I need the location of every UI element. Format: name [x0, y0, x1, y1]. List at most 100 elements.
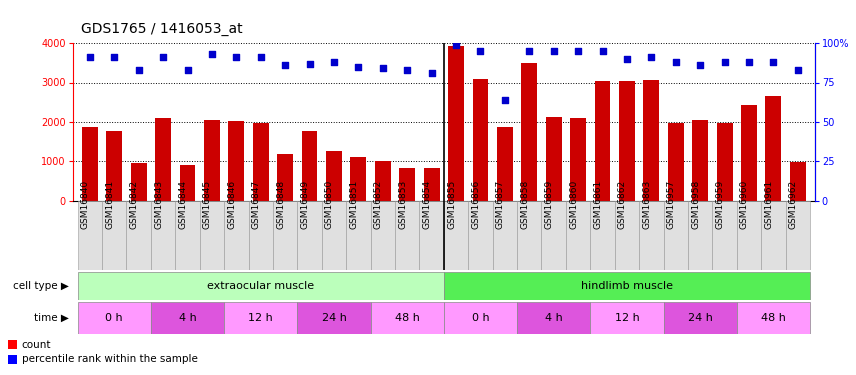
Bar — [716, 123, 733, 201]
Bar — [322, 201, 346, 270]
Point — [205, 51, 219, 57]
Bar — [204, 120, 220, 201]
Point — [229, 54, 243, 60]
Text: GSM16848: GSM16848 — [276, 180, 285, 229]
Bar — [297, 201, 322, 270]
Bar — [326, 152, 342, 201]
Point — [352, 64, 366, 70]
Bar — [151, 201, 175, 270]
Text: GSM16863: GSM16863 — [642, 180, 651, 229]
Text: GSM16858: GSM16858 — [520, 180, 529, 229]
Text: 48 h: 48 h — [395, 313, 419, 323]
Bar — [595, 81, 610, 201]
Text: GSM16860: GSM16860 — [569, 180, 578, 229]
Bar — [688, 201, 712, 270]
Text: GSM16850: GSM16850 — [325, 180, 334, 229]
Point — [791, 67, 805, 73]
Text: time ▶: time ▶ — [33, 313, 68, 323]
Text: GSM16843: GSM16843 — [154, 180, 163, 229]
Bar — [443, 302, 517, 334]
Text: GSM16846: GSM16846 — [228, 180, 236, 229]
Point — [473, 48, 487, 54]
Text: GSM16844: GSM16844 — [179, 180, 187, 229]
Text: GSM16841: GSM16841 — [105, 180, 114, 229]
Bar — [570, 118, 586, 201]
Point — [157, 54, 170, 60]
Text: GSM16845: GSM16845 — [203, 180, 212, 229]
Bar — [737, 201, 761, 270]
Point — [596, 48, 609, 54]
Point — [620, 56, 633, 62]
Point — [107, 54, 121, 60]
Bar — [106, 131, 122, 201]
Bar — [180, 165, 195, 201]
Text: GSM16959: GSM16959 — [716, 180, 724, 229]
Bar — [127, 201, 151, 270]
Bar — [712, 201, 737, 270]
Bar — [663, 302, 737, 334]
Bar — [151, 302, 224, 334]
Text: GSM16852: GSM16852 — [374, 180, 383, 229]
Bar — [542, 201, 566, 270]
Text: GSM16957: GSM16957 — [667, 180, 675, 229]
Point — [742, 59, 756, 65]
Bar — [9, 340, 16, 349]
Text: GSM16842: GSM16842 — [129, 180, 139, 229]
Bar — [131, 163, 146, 201]
Text: extraocular muscle: extraocular muscle — [207, 281, 314, 291]
Point — [767, 59, 781, 65]
Bar — [375, 161, 390, 201]
Point — [327, 59, 341, 65]
Bar — [473, 79, 489, 201]
Bar — [199, 201, 224, 270]
Bar — [248, 201, 273, 270]
Point — [132, 67, 146, 73]
Bar — [419, 201, 443, 270]
Bar — [155, 118, 171, 201]
Bar — [639, 201, 663, 270]
Text: GSM16859: GSM16859 — [544, 180, 554, 229]
Bar — [175, 201, 199, 270]
Bar — [663, 201, 688, 270]
Bar — [591, 302, 663, 334]
Text: GSM16961: GSM16961 — [764, 180, 774, 229]
Bar — [224, 201, 248, 270]
Bar — [229, 121, 244, 201]
Bar — [297, 302, 371, 334]
Point — [449, 42, 463, 48]
Bar — [497, 127, 513, 201]
Point — [181, 67, 194, 73]
Bar — [277, 154, 293, 201]
Bar — [371, 302, 443, 334]
Text: GSM16853: GSM16853 — [398, 180, 407, 229]
Bar — [521, 63, 538, 201]
Point — [547, 48, 561, 54]
Point — [669, 59, 682, 65]
Bar — [301, 131, 318, 201]
Bar — [9, 355, 16, 364]
Text: GSM16960: GSM16960 — [740, 180, 749, 229]
Bar — [371, 201, 395, 270]
Bar — [82, 127, 98, 201]
Text: 4 h: 4 h — [544, 313, 562, 323]
Text: count: count — [21, 339, 51, 350]
Bar — [448, 46, 464, 201]
Text: 12 h: 12 h — [615, 313, 639, 323]
Text: GSM16854: GSM16854 — [423, 180, 431, 229]
Point — [303, 61, 317, 67]
Text: GDS1765 / 1416053_at: GDS1765 / 1416053_at — [81, 22, 243, 36]
Text: GSM16851: GSM16851 — [349, 180, 359, 229]
Bar — [443, 201, 468, 270]
Text: 24 h: 24 h — [687, 313, 712, 323]
Bar — [102, 201, 127, 270]
Bar — [224, 302, 297, 334]
Point — [522, 48, 536, 54]
Bar — [591, 201, 615, 270]
Bar — [615, 201, 639, 270]
Point — [401, 67, 414, 73]
Bar — [273, 201, 297, 270]
Bar — [78, 201, 102, 270]
Text: GSM16849: GSM16849 — [300, 180, 310, 229]
Bar — [786, 201, 810, 270]
Text: GSM16847: GSM16847 — [252, 180, 261, 229]
